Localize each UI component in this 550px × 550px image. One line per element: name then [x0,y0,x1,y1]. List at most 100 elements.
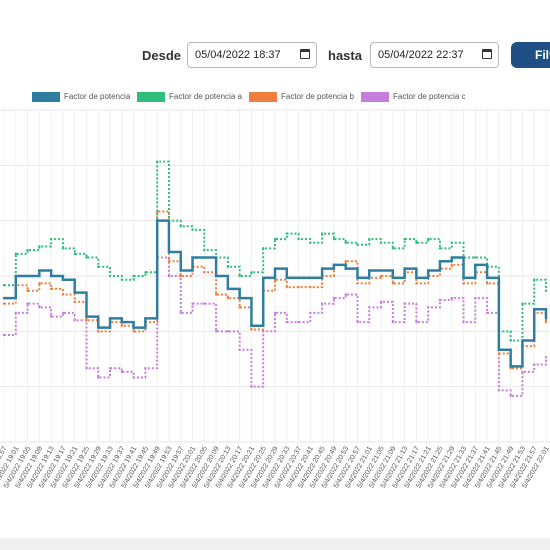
data-point [309,241,312,244]
power-factor-chart: 5/4/2022 18:575/4/2022 19:015/4/2022 19:… [0,109,550,489]
data-point [2,302,6,305]
data-point [533,363,536,366]
data-point [38,306,41,309]
data-point [509,339,512,342]
data-point [438,260,442,263]
data-point [167,260,171,263]
data-point [262,276,265,280]
data-point [474,263,477,267]
data-point [297,276,300,280]
data-point [38,269,41,272]
data-point [344,293,347,296]
data-point [61,247,65,250]
data-point [544,320,548,324]
data-point [132,330,135,333]
data-point [273,267,277,270]
data-point [415,320,418,324]
data-point [132,326,135,329]
data-point [368,237,371,241]
data-point [509,365,512,368]
data-point [391,282,395,285]
data-point [450,256,453,259]
data-point [474,296,477,300]
data-point [309,276,312,280]
calendar-icon[interactable] [482,49,492,59]
data-point [309,311,312,315]
data-point [38,282,41,285]
data-point [391,320,395,324]
data-point [61,311,65,315]
data-point [250,385,253,388]
data-point [485,311,489,315]
data-point [14,311,17,315]
data-point [273,311,277,315]
data-point [356,276,359,280]
data-point [120,324,124,327]
data-point [203,302,206,305]
data-point [108,274,112,278]
data-point [2,284,6,287]
data-point [450,263,453,267]
legend-swatch [32,92,60,102]
data-point [144,271,147,274]
data-point [497,352,501,355]
data-point [426,306,430,309]
data-point [533,308,536,311]
data-point [61,293,65,296]
data-point [285,285,288,289]
data-point [214,293,218,296]
legend-swatch [249,92,277,102]
data-point [391,276,395,280]
data-point [191,302,194,305]
hasta-datetime-input[interactable]: 05/04/2022 22:37 [370,42,499,68]
data-point [191,228,194,232]
data-point [2,296,6,300]
data-point [97,326,100,329]
hasta-label: hasta [328,48,362,63]
data-point [285,232,288,235]
date-filter-toolbar: Desde 05/04/2022 18:37 hasta 05/04/2022 … [0,38,550,72]
data-point [238,274,241,278]
data-point [474,256,477,259]
data-point [108,367,112,370]
data-point [38,245,41,248]
data-point [85,367,88,370]
data-point [2,333,6,337]
filter-button[interactable]: Filtrar [511,42,550,68]
data-point [167,250,171,254]
data-point [120,370,124,374]
data-point [426,237,430,241]
data-point [26,274,29,278]
data-point [226,265,230,268]
data-point [297,320,300,324]
legend-label: Factor de potencia a [169,92,242,101]
data-point [238,348,241,351]
desde-label: Desde [142,48,182,63]
data-point [379,300,383,304]
data-point [85,256,88,259]
data-point [49,315,53,318]
data-point [214,330,218,333]
data-point [521,370,524,374]
data-point [144,367,147,370]
data-point [297,285,300,289]
data-point [356,243,359,246]
data-point [521,339,524,342]
data-point [262,330,265,333]
series-line-3 [4,256,547,397]
legend-swatch [361,92,389,102]
chart-legend: Factor de potencia Factor de potencia a … [0,90,550,104]
data-point [509,394,512,398]
data-point [26,248,29,252]
data-point [179,225,182,228]
calendar-icon[interactable] [300,49,310,59]
data-point [544,317,548,320]
legend-label: Factor de potencia c [393,92,466,101]
desde-datetime-input[interactable]: 05/04/2022 18:37 [187,42,317,68]
data-point [368,269,371,272]
data-point [462,276,465,280]
data-point [462,320,465,324]
data-point [379,269,383,272]
data-point [521,302,524,305]
data-point [238,306,241,309]
